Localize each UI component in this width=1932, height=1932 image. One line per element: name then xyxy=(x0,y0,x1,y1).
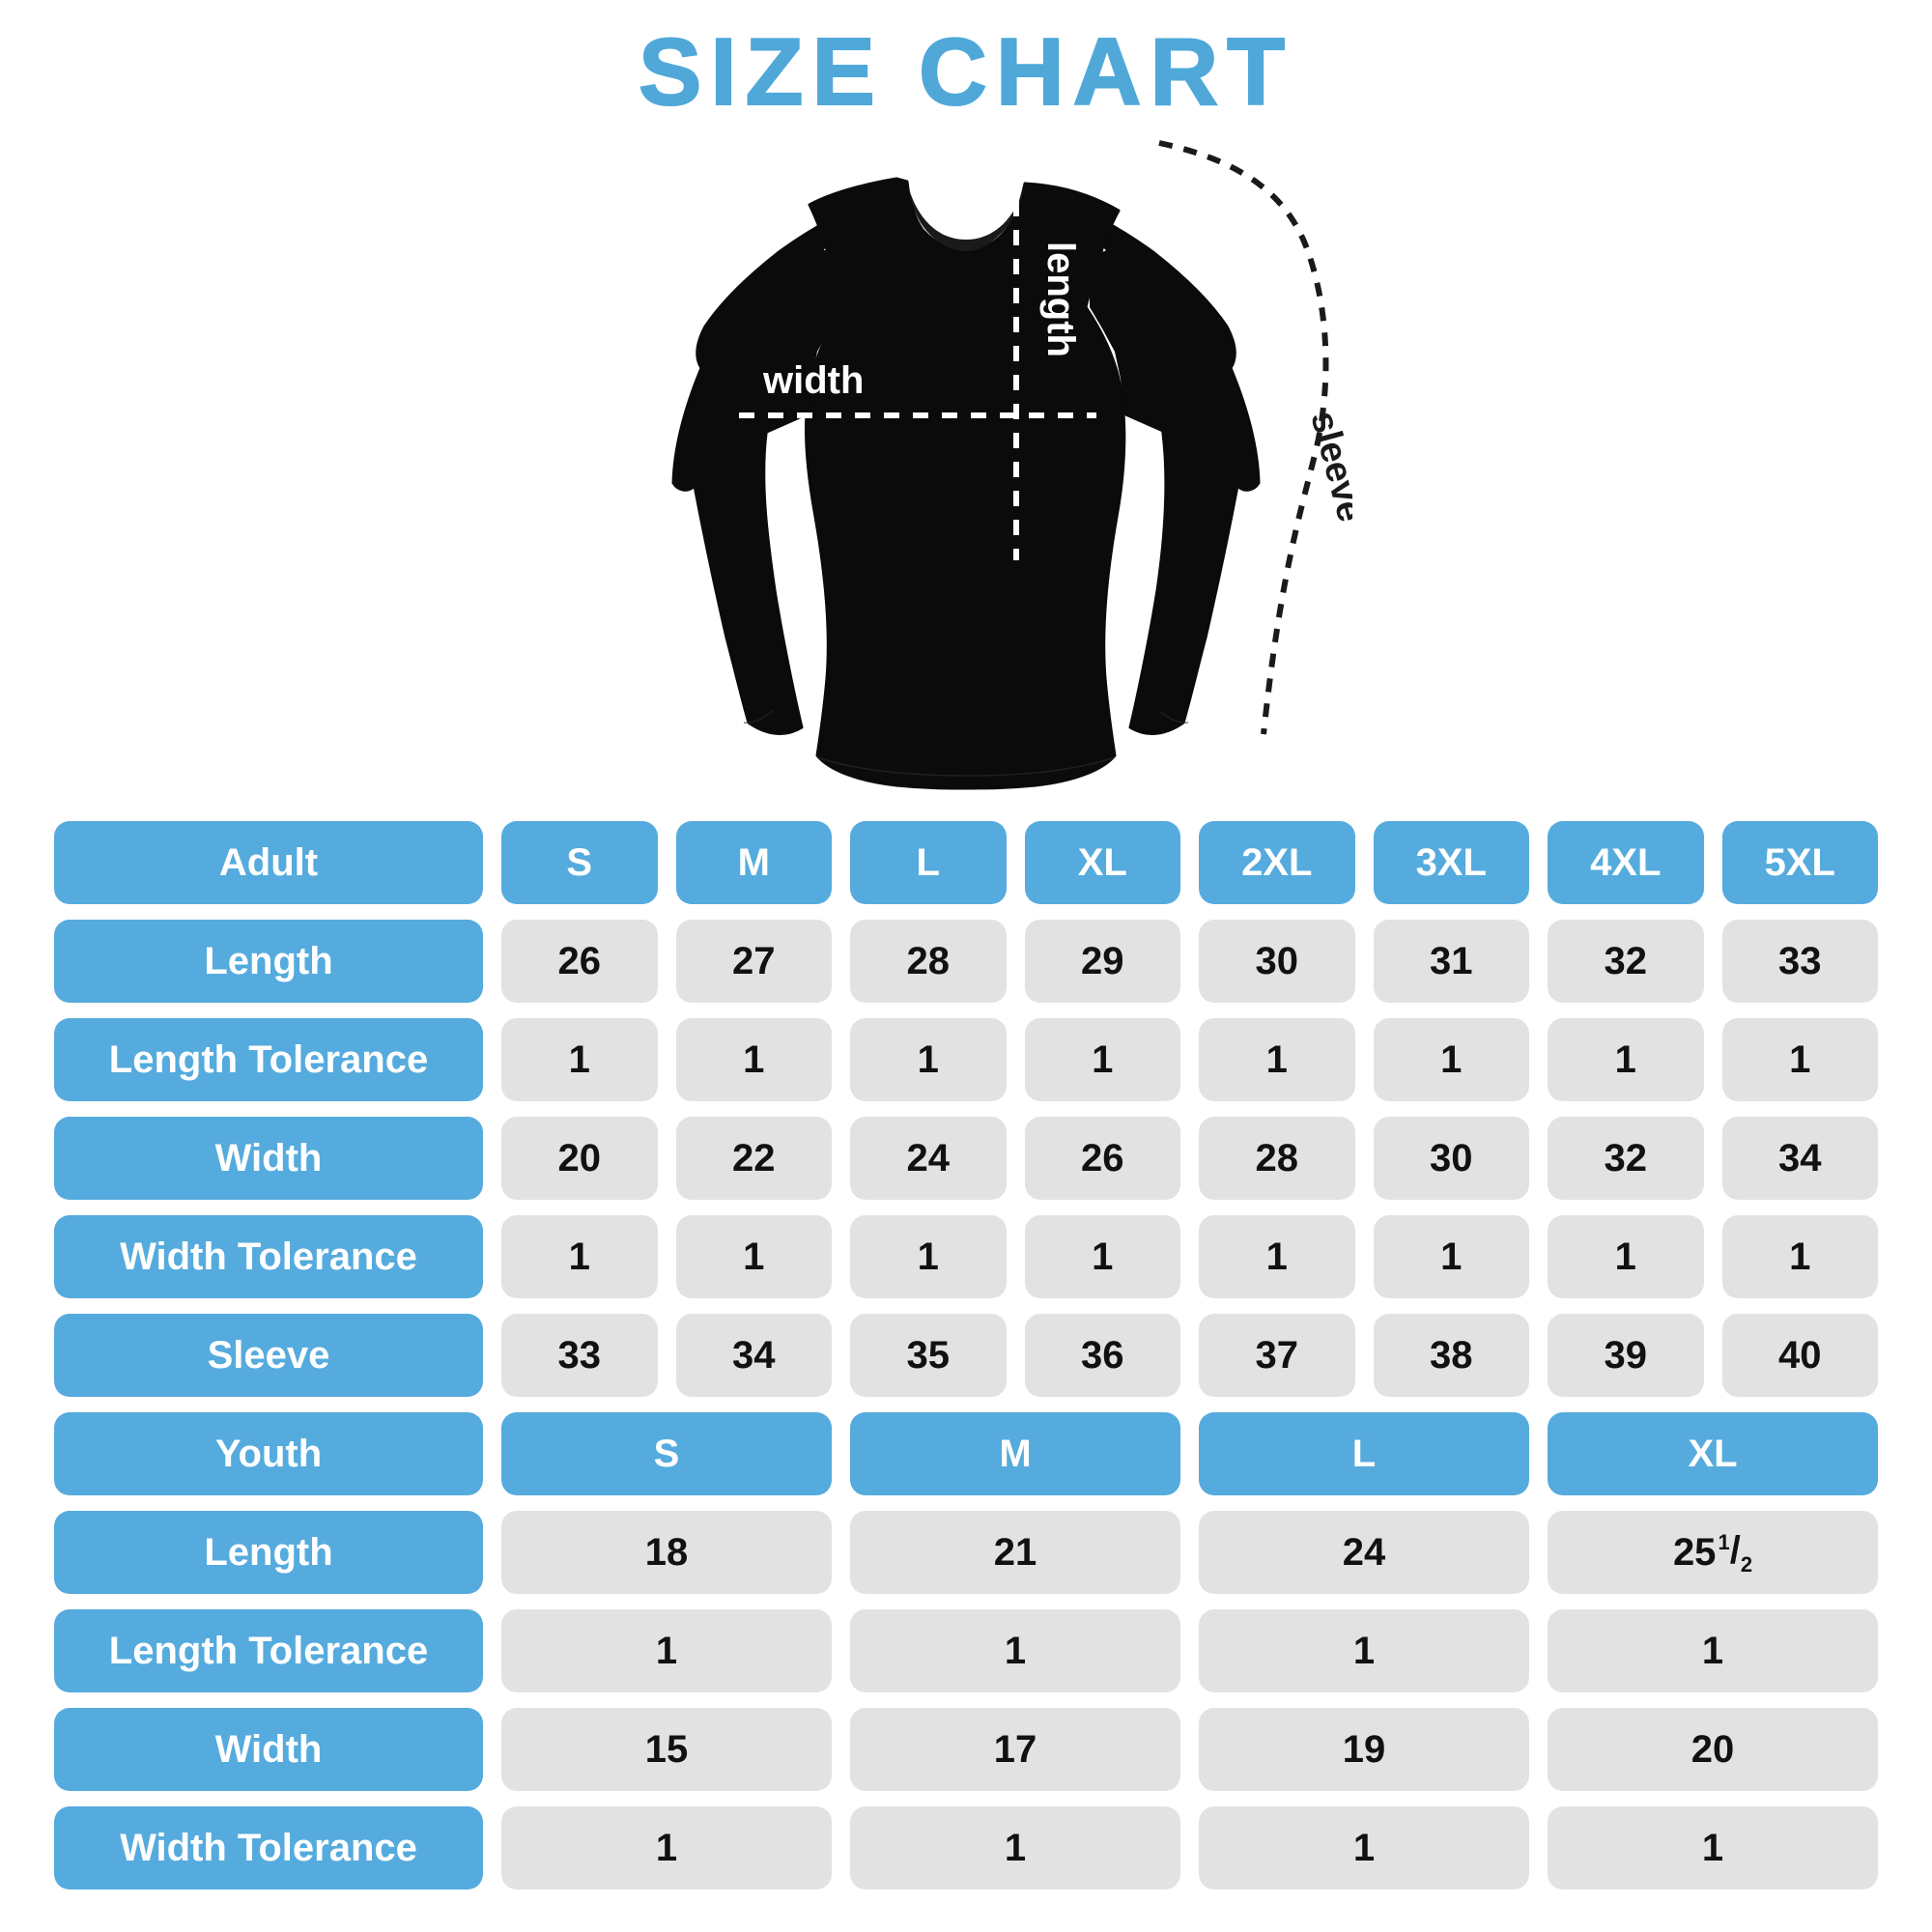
svg-text:width: width xyxy=(762,359,864,402)
svg-text:length: length xyxy=(1039,242,1082,357)
